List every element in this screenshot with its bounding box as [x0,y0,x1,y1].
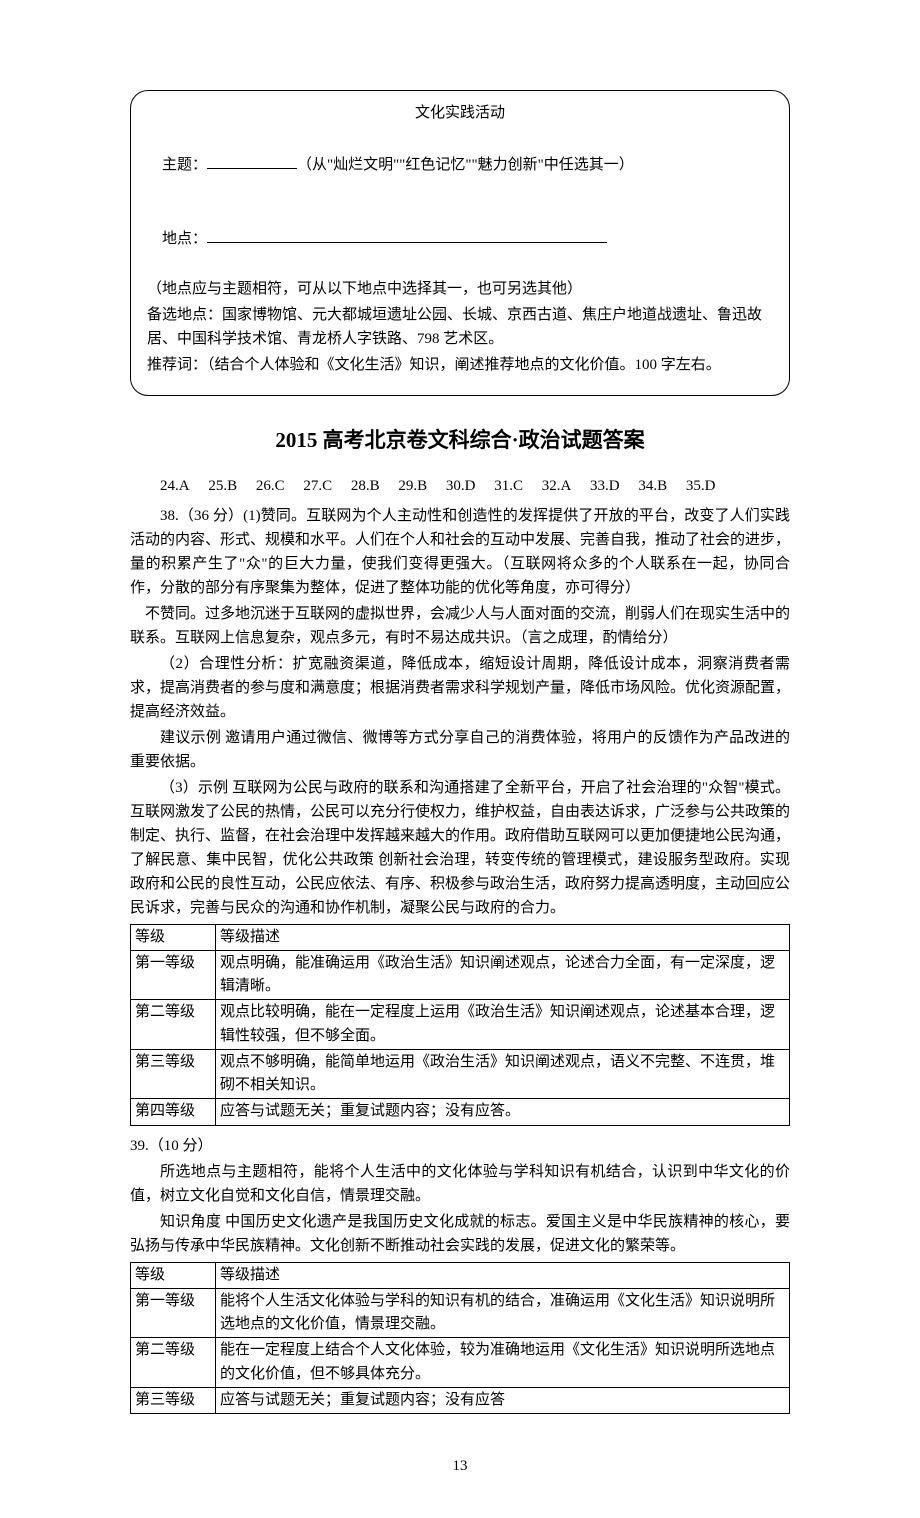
table-cell: 第二等级 [131,1338,216,1388]
backup-line: 备选地点：国家博物馆、元大都城垣遗址公园、长城、京西古道、焦庄户地道战遗址、鲁迅… [147,303,773,351]
table-row: 第四等级 应答与试题无关；重复试题内容；没有应答。 [131,1099,790,1125]
table-cell: 第一等级 [131,950,216,1000]
page-number: 13 [130,1454,790,1478]
q38-p4: 建议示例 邀请用户通过微信、微博等方式分享自己的消费体验，将用户的反馈作为产品改… [130,726,790,774]
q39-p2: 知识角度 中国历史文化遗产是我国历史文化成就的标志。爱国主义是中华民族精神的核心… [130,1210,790,1258]
table-cell: 第四等级 [131,1099,216,1125]
subject-suffix: （从"灿烂文明""红色记忆""魅力创新"中任选其一） [297,157,634,173]
subject-line: 主题： （从"灿烂文明""红色记忆""魅力创新"中任选其一） [147,129,773,201]
q38-p1: 38.（36 分）(1)赞同。互联网为个人主动性和创造性的发挥提供了开放的平台，… [130,504,790,600]
activity-box: 文化实践活动 主题： （从"灿烂文明""红色记忆""魅力创新"中任选其一） 地点：… [130,90,790,396]
recommend-line: 推荐词：（结合个人体验和《文化生活》知识，阐述推荐地点的文化价值。100 字左右… [147,353,773,377]
place-line: 地点： [147,203,773,275]
multiple-choice-answers: 24.A 25.B 26.C 27.C 28.B 29.B 30.D 31.C … [130,474,790,498]
table-cell: 观点明确，能准确运用《政治生活》知识阐述观点，论述合力全面，有一定深度，逻辑清晰… [216,950,790,1000]
table-cell: 第三等级 [131,1387,216,1413]
table-row: 第二等级 能在一定程度上结合个人文化体验，较为准确地运用《文化生活》知识说明所选… [131,1338,790,1388]
table-row: 等级 等级描述 [131,1262,790,1288]
table-cell: 第二等级 [131,1000,216,1050]
q39-section: 39.（10 分） 所选地点与主题相符，能将个人生活中的文化体验与学科知识有机结… [130,1134,790,1258]
table-header-level: 等级 [131,924,216,950]
place-note: （地点应与主题相符，可从以下地点中选择其一，也可另选其他） [147,277,773,301]
table-cell: 第一等级 [131,1288,216,1338]
table-row: 第三等级 观点不够明确，能简单地运用《政治生活》知识阐述观点，语义不完整、不连贯… [131,1049,790,1099]
q39-p1: 所选地点与主题相符，能将个人生活中的文化体验与学科知识有机结合，认识到中华文化的… [130,1160,790,1208]
answer-title: 2015 高考北京卷文科综合·政治试题答案 [130,424,790,458]
table-cell: 能在一定程度上结合个人文化体验，较为准确地运用《文化生活》知识说明所选地点的文化… [216,1338,790,1388]
rubric-table-1: 等级 等级描述 第一等级 观点明确，能准确运用《政治生活》知识阐述观点，论述合力… [130,924,790,1126]
q39-head: 39.（10 分） [130,1134,790,1158]
table-row: 第三等级 应答与试题无关；重复试题内容；没有应答 [131,1387,790,1413]
table-row: 等级 等级描述 [131,924,790,950]
table-row: 第二等级 观点比较明确，能在一定程度上运用《政治生活》知识阐述观点，论述基本合理… [131,1000,790,1050]
q38-p2: 不赞同。过多地沉迷于互联网的虚拟世界，会减少人与人面对面的交流，削弱人们在现实生… [130,602,790,650]
table-cell: 能将个人生活文化体验与学科的知识有机的结合，准确运用《文化生活》知识说明所选地点… [216,1288,790,1338]
place-prefix: 地点： [162,231,207,247]
table-cell: 第三等级 [131,1049,216,1099]
table-row: 第一等级 观点明确，能准确运用《政治生活》知识阐述观点，论述合力全面，有一定深度… [131,950,790,1000]
table-header-desc: 等级描述 [216,924,790,950]
table-cell: 观点比较明确，能在一定程度上运用《政治生活》知识阐述观点，论述基本合理，逻辑性较… [216,1000,790,1050]
table-cell: 应答与试题无关；重复试题内容；没有应答 [216,1387,790,1413]
q38-section: 38.（36 分）(1)赞同。互联网为个人主动性和创造性的发挥提供了开放的平台，… [130,504,790,920]
table-header-desc: 等级描述 [216,1262,790,1288]
place-blank [207,228,607,243]
table-row: 第一等级 能将个人生活文化体验与学科的知识有机的结合，准确运用《文化生活》知识说… [131,1288,790,1338]
subject-prefix: 主题： [162,157,207,173]
table-cell: 应答与试题无关；重复试题内容；没有应答。 [216,1099,790,1125]
rubric-table-2: 等级 等级描述 第一等级 能将个人生活文化体验与学科的知识有机的结合，准确运用《… [130,1262,790,1415]
q38-p3: （2）合理性分析：扩宽融资渠道，降低成本，缩短设计周期，降低设计成本，洞察消费者… [130,652,790,724]
table-cell: 观点不够明确，能简单地运用《政治生活》知识阐述观点，语义不完整、不连贯，堆砌不相… [216,1049,790,1099]
box-title: 文化实践活动 [147,101,773,125]
q38-p5: （3）示例 互联网为公民与政府的联系和沟通搭建了全新平台，开启了社会治理的"众智… [130,776,790,920]
table-header-level: 等级 [131,1262,216,1288]
subject-blank [207,154,297,169]
